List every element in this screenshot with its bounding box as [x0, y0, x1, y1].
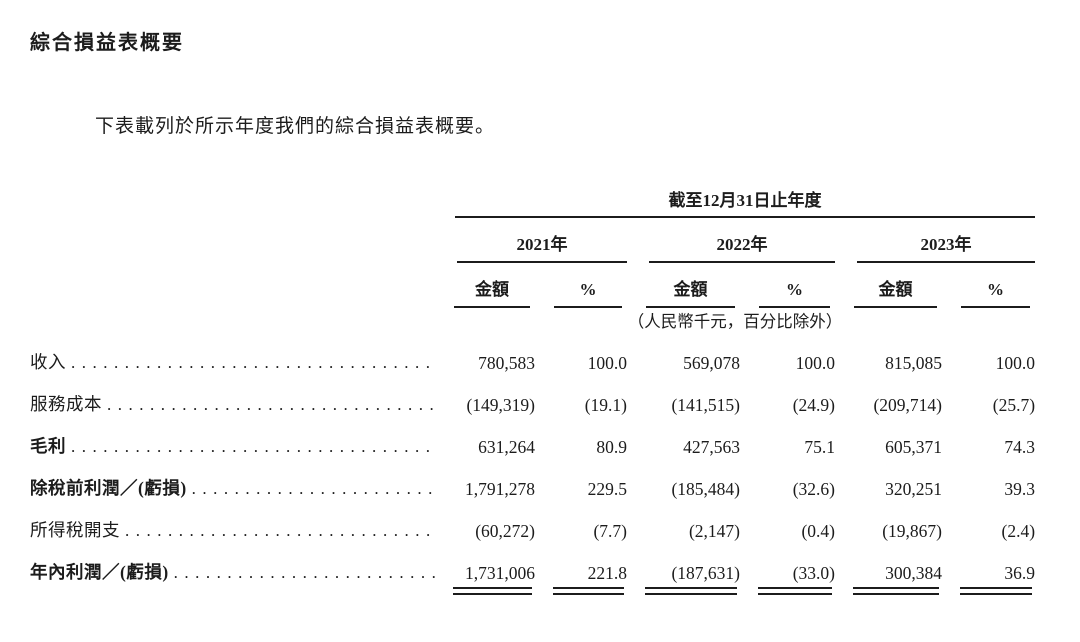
value-cell: 75.1 — [804, 437, 835, 457]
value-cell: 229.5 — [587, 479, 627, 499]
year-header-row: 2021年 2022年 2023年 — [30, 218, 1036, 263]
table-row: 除稅前利潤／(虧損) 1,791,278 229.5 (185,484) (32… — [30, 458, 1035, 500]
value-cell: (2,147) — [688, 521, 740, 541]
dot-leader — [66, 436, 435, 457]
intro-paragraph: 下表載列於所示年度我們的綜合損益表概要。 — [95, 116, 496, 137]
dot-leader — [169, 562, 435, 583]
period-header: 截至12月31日止年度 — [455, 184, 1036, 218]
row-label: 所得稅開支 — [30, 520, 120, 540]
value-cell: (60,272) — [475, 521, 535, 541]
amount-column-header: 金額 — [454, 273, 530, 308]
income-statement-table: 截至12月31日止年度 2021年 2022年 2023年 金額 % 金額 — [30, 184, 1036, 595]
row-label: 除稅前利潤／(虧損) — [30, 478, 187, 498]
value-cell: 427,563 — [683, 437, 740, 457]
table-row: 所得稅開支 (60,272) (7.7) (2,147) (0.4) (19,8… — [30, 500, 1035, 542]
subheader-row: 金額 % 金額 % 金額 % — [30, 263, 1035, 308]
value-cell: (33.0) — [792, 563, 835, 583]
amount-column-header: 金額 — [854, 273, 937, 308]
value-cell: 80.9 — [596, 437, 627, 457]
value-cell: 221.8 — [587, 563, 627, 583]
double-rule — [853, 587, 939, 595]
page-title: 綜合損益表概要 — [30, 32, 184, 54]
value-cell: (7.7) — [593, 521, 627, 541]
value-cell: 631,264 — [478, 437, 535, 457]
dot-leader — [120, 520, 435, 541]
value-cell: (185,484) — [671, 479, 740, 499]
value-cell: (0.4) — [801, 521, 835, 541]
value-cell: 100.0 — [587, 353, 627, 373]
value-cell: (187,631) — [671, 563, 740, 583]
value-cell: 1,731,006 — [465, 563, 535, 583]
double-rule — [758, 587, 832, 595]
year-header-2023: 2023年 — [857, 228, 1036, 263]
value-cell: 300,384 — [885, 563, 942, 583]
row-label: 服務成本 — [30, 394, 102, 414]
year-header-2021: 2021年 — [457, 228, 627, 263]
double-rule — [453, 587, 532, 595]
value-cell: 815,085 — [885, 353, 942, 373]
dot-leader — [102, 394, 435, 415]
value-cell: (141,515) — [671, 395, 740, 415]
value-cell: (149,319) — [466, 395, 535, 415]
table-row: 服務成本 (149,319) (19.1) (141,515) (24.9) (… — [30, 374, 1035, 416]
value-cell: 74.3 — [1004, 437, 1036, 457]
unit-note-row: （人民幣千元，百分比除外） — [30, 308, 1035, 332]
dot-leader — [187, 478, 435, 499]
table-row: 收入 780,583 100.0 569,078 100.0 815,085 1… — [30, 332, 1035, 374]
value-cell: 605,371 — [885, 437, 942, 457]
value-cell: 1,791,278 — [465, 479, 535, 499]
row-label: 毛利 — [30, 436, 66, 456]
value-cell: 100.0 — [995, 353, 1036, 373]
value-cell: (25.7) — [992, 395, 1036, 415]
percent-column-header: % — [961, 278, 1031, 308]
row-label: 年內利潤／(虧損) — [30, 562, 169, 582]
value-cell: 39.3 — [1004, 479, 1036, 499]
double-rule — [645, 587, 737, 595]
double-rule-row — [30, 584, 1035, 595]
row-label: 收入 — [30, 352, 66, 372]
value-cell: 36.9 — [1004, 563, 1036, 583]
dot-leader — [66, 352, 435, 373]
value-cell: (19.1) — [584, 395, 627, 415]
value-cell: 780,583 — [478, 353, 535, 373]
value-cell: 100.0 — [795, 353, 835, 373]
percent-column-header: % — [759, 278, 830, 308]
unit-note: （人民幣千元，百分比除外） — [627, 312, 843, 331]
value-cell: (32.6) — [792, 479, 835, 499]
year-header-2022: 2022年 — [649, 228, 835, 263]
percent-column-header: % — [554, 278, 622, 308]
double-rule — [553, 587, 624, 595]
table-row: 毛利 631,264 80.9 427,563 75.1 605,371 74.… — [30, 416, 1035, 458]
amount-column-header: 金額 — [646, 273, 735, 308]
value-cell: 320,251 — [885, 479, 942, 499]
period-header-row: 截至12月31日止年度 — [30, 184, 1036, 218]
value-cell: (209,714) — [873, 395, 942, 415]
table-row: 年內利潤／(虧損) 1,731,006 221.8 (187,631) (33.… — [30, 542, 1035, 584]
double-rule — [960, 587, 1033, 595]
value-cell: (24.9) — [792, 395, 835, 415]
value-cell: 569,078 — [683, 353, 740, 373]
value-cell: (2.4) — [1001, 521, 1036, 541]
empty-corner-cell — [30, 184, 435, 218]
value-cell: (19,867) — [882, 521, 942, 541]
